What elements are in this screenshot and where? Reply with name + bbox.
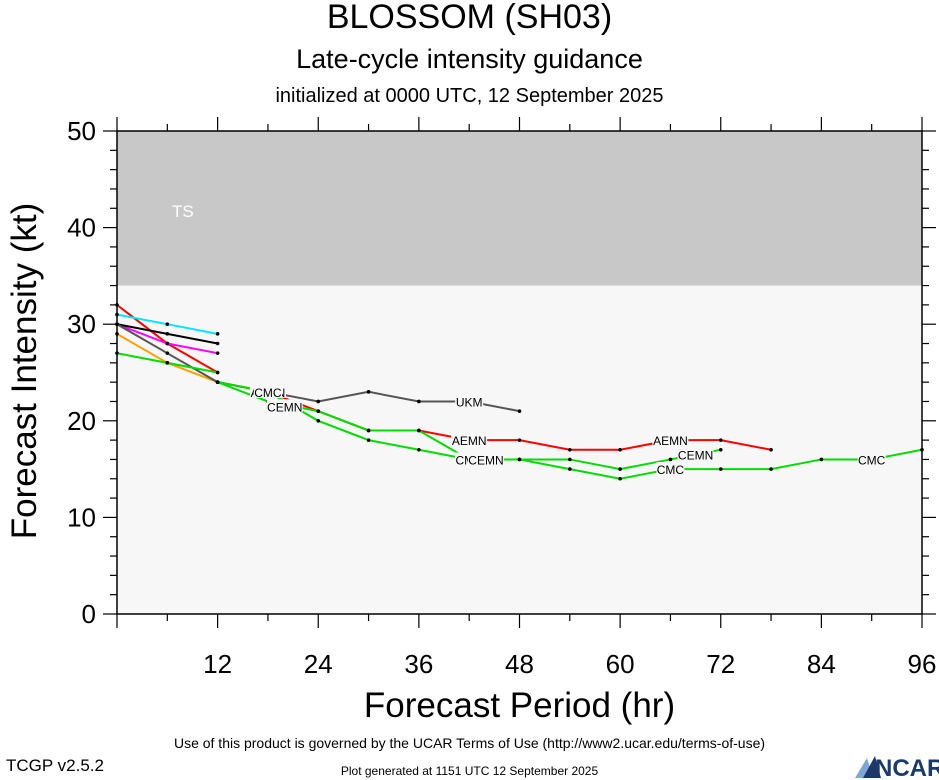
- data-point: [215, 341, 220, 346]
- data-point: [618, 476, 622, 481]
- series-label-bg: [253, 384, 282, 398]
- data-point: [366, 390, 371, 394]
- series-label-cmc: CMC: [657, 463, 685, 477]
- series-label-bg: [266, 399, 303, 413]
- chart-title: BLOSSOM (SH03): [326, 0, 613, 36]
- data-point: [366, 438, 371, 442]
- series-label-bg: [656, 462, 685, 476]
- data-point: [115, 322, 119, 327]
- x-tick-label: 12: [203, 649, 232, 679]
- x-tick-label: 72: [706, 649, 735, 679]
- series-label-cmc: CMC: [858, 453, 886, 467]
- data-point: [769, 467, 773, 471]
- data-point: [115, 332, 119, 336]
- ncar-logo: NCAR: [855, 755, 939, 780]
- series-label-ukm: UKM: [456, 395, 483, 409]
- data-point: [165, 361, 170, 365]
- data-point: [215, 351, 220, 355]
- series-label-cemn: CEMN: [678, 449, 713, 463]
- data-point: [417, 447, 421, 452]
- band-ts: [117, 131, 922, 286]
- data-point: [718, 447, 723, 452]
- series-label-bg: [857, 452, 886, 466]
- data-point: [165, 341, 170, 346]
- y-tick-label: 30: [67, 309, 96, 339]
- data-point: [568, 467, 572, 471]
- data-point: [366, 428, 371, 433]
- data-point: [618, 447, 622, 452]
- series-label-aemn: AEMN: [452, 434, 487, 448]
- x-tick-label: 60: [606, 649, 635, 679]
- series-label-bg: [455, 394, 484, 408]
- data-point: [115, 312, 119, 317]
- data-point: [165, 322, 170, 327]
- data-point: [668, 457, 673, 462]
- y-tick-label: 20: [67, 406, 96, 436]
- data-point: [417, 399, 421, 404]
- generated-time: Plot generated at 1151 UTC 12 September …: [340, 764, 599, 778]
- data-point: [517, 409, 522, 413]
- init-time: initialized at 0000 UTC, 12 September 20…: [275, 85, 664, 107]
- data-point: [115, 303, 119, 307]
- data-point: [618, 467, 622, 471]
- data-point: [568, 447, 572, 452]
- series-label-cemn: CEMN: [267, 400, 302, 414]
- data-point: [165, 351, 170, 355]
- series-label-aemn: AEMN: [653, 434, 688, 448]
- series-label-cemn: CEMN: [468, 453, 503, 467]
- chart-subtitle: Late-cycle intensity guidance: [296, 44, 643, 74]
- data-point: [215, 332, 220, 336]
- terms-of-use: Use of this product is governed by the U…: [173, 735, 766, 751]
- y-tick-label: 0: [82, 599, 96, 629]
- data-point: [165, 332, 170, 336]
- data-point: [115, 351, 119, 355]
- data-point: [215, 380, 220, 384]
- data-point: [769, 447, 773, 452]
- series-label-bg: [451, 433, 488, 447]
- series-label-bg: [467, 452, 504, 466]
- y-tick-label: 50: [67, 116, 96, 146]
- y-axis-label: Forecast Intensity (kt): [5, 202, 44, 540]
- data-point: [316, 399, 321, 404]
- data-point: [718, 467, 723, 471]
- y-tick-label: 40: [67, 213, 96, 243]
- data-point: [718, 438, 723, 442]
- logo-text: NCAR: [875, 755, 939, 780]
- series-label-bg: [652, 433, 689, 447]
- x-axis-label: Forecast Period (hr): [363, 686, 676, 725]
- x-tick-label: 48: [505, 649, 534, 679]
- y-tick-label: 10: [67, 502, 96, 532]
- x-tick-label: 24: [304, 649, 333, 679]
- x-tick-label: 36: [404, 649, 433, 679]
- series-label-bg: [677, 447, 714, 461]
- data-point: [316, 419, 321, 423]
- data-point: [517, 438, 522, 442]
- band-label-ts: TS: [172, 202, 194, 221]
- data-point: [920, 447, 924, 452]
- x-tick-label: 96: [908, 649, 937, 679]
- data-point: [517, 457, 522, 462]
- data-point: [316, 409, 321, 413]
- data-point: [417, 428, 421, 433]
- x-tick-label: 84: [807, 649, 836, 679]
- series-label-cmc: CMC: [254, 386, 282, 400]
- version-label: TCGP v2.5.2: [6, 756, 104, 775]
- data-point: [819, 457, 824, 462]
- data-point: [215, 370, 220, 375]
- data-point: [568, 457, 572, 462]
